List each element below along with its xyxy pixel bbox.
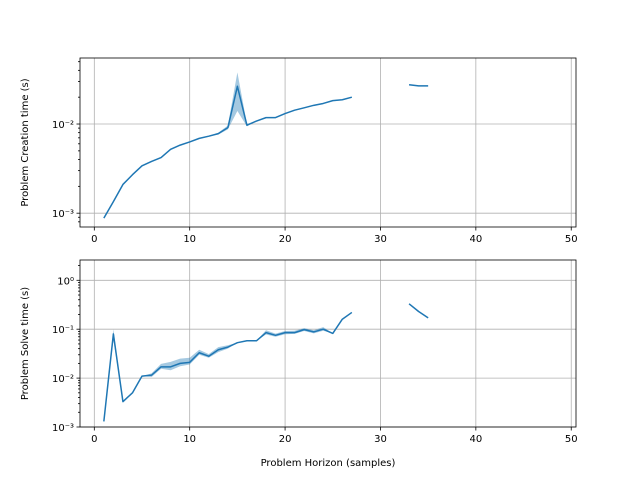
y-axis-label: Problem Creation time (s) <box>20 78 31 206</box>
x-tick-label: 10 <box>183 434 196 445</box>
solve-time-panel: 0 10 20 30 40 50 10⁻³ 10⁻² 10⁻¹ 10⁰ Problem Solve … <box>20 259 578 469</box>
y-tick-label: 10⁻¹ <box>52 325 74 336</box>
x-tick-label: 0 <box>91 234 97 245</box>
x-tick-label: 50 <box>565 234 578 245</box>
axes-frame <box>79 57 577 228</box>
y-tick-label: 10⁻³ <box>52 209 74 220</box>
x-tick-label: 30 <box>374 434 387 445</box>
y-tick-label: 10⁻² <box>52 120 74 131</box>
x-tick-label: 20 <box>279 434 292 445</box>
x-axis-label: Problem Horizon (samples) <box>261 458 396 469</box>
x-tick-label: 10 <box>183 234 196 245</box>
axes-frame <box>79 259 577 428</box>
x-tick-label: 40 <box>469 234 482 245</box>
x-tick-label: 20 <box>279 234 292 245</box>
y-tick-label: 10⁰ <box>57 276 74 287</box>
creation-time-panel: 0 10 20 30 40 50 10⁻³ 10⁻² Problem Creation time… <box>20 57 578 245</box>
x-tick-label: 50 <box>565 434 578 445</box>
y-tick-label: 10⁻² <box>52 374 74 385</box>
x-tick-label: 40 <box>469 434 482 445</box>
x-tick-label: 0 <box>91 434 97 445</box>
y-axis-label: Problem Solve time (s) <box>20 287 31 400</box>
x-tick-label: 30 <box>374 234 387 245</box>
y-tick-label: 10⁻³ <box>52 423 74 434</box>
